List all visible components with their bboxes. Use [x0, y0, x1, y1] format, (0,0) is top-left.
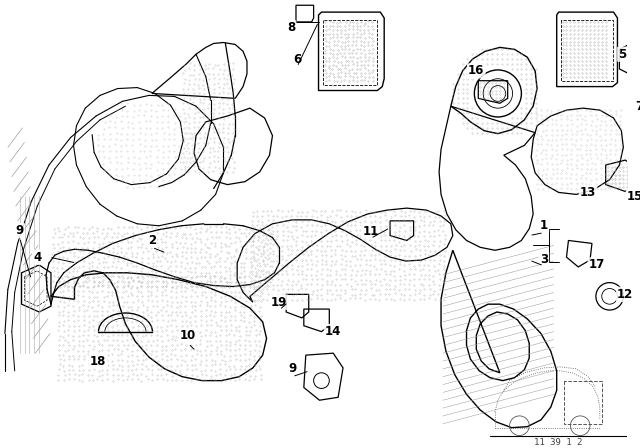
- Text: 12: 12: [617, 288, 634, 301]
- Text: 2: 2: [148, 234, 156, 247]
- Text: 4: 4: [33, 250, 42, 263]
- Text: 11 39 1 2: 11 39 1 2: [534, 439, 583, 448]
- Text: 10: 10: [180, 329, 196, 342]
- Text: 14: 14: [325, 325, 341, 338]
- Text: 3: 3: [540, 253, 548, 266]
- Text: 7: 7: [635, 100, 640, 113]
- Text: 11: 11: [362, 225, 379, 238]
- Text: 13: 13: [580, 186, 596, 199]
- Text: 9: 9: [15, 224, 24, 237]
- Text: 17: 17: [589, 258, 605, 271]
- Text: 6: 6: [293, 53, 301, 66]
- Text: 1: 1: [540, 219, 548, 232]
- Text: 9: 9: [288, 362, 296, 375]
- Text: 5: 5: [618, 48, 627, 61]
- Text: 15: 15: [627, 190, 640, 203]
- Text: 16: 16: [468, 65, 484, 78]
- Text: 19: 19: [271, 296, 287, 309]
- Text: 18: 18: [90, 354, 106, 367]
- Text: 8: 8: [287, 22, 295, 34]
